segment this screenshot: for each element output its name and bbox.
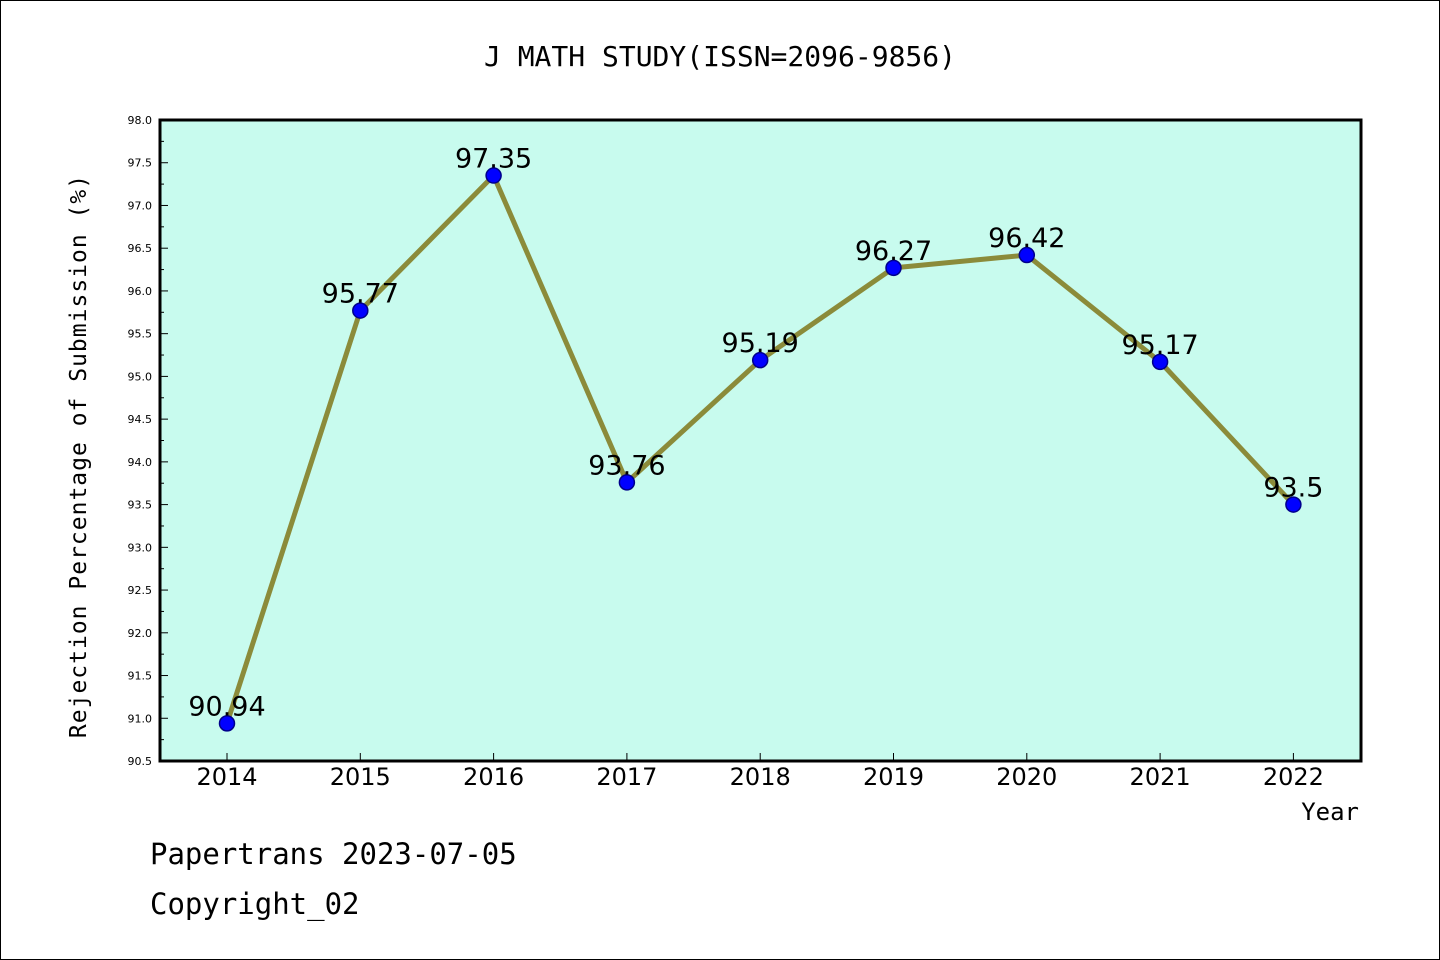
x-tick-label: 2017	[596, 763, 657, 791]
y-tick-label: 90.5	[128, 755, 153, 768]
plot-area	[160, 120, 1361, 761]
data-labels: 90.94 95.77 97.35 93.76 95.19 96.27 96.42 95.17…	[188, 144, 1323, 723]
data-label: 93.5	[1263, 473, 1323, 504]
x-tick-label: 2019	[863, 763, 924, 791]
x-tick-label: 2014	[196, 763, 257, 791]
y-tick-label: 97.0	[128, 199, 153, 212]
y-tick-label: 96.5	[128, 242, 153, 255]
y-tick-label: 95.0	[128, 370, 153, 383]
chart-title: J MATH STUDY(ISSN=2096-9856)	[484, 40, 956, 73]
data-point	[485, 167, 502, 184]
data-point	[885, 259, 902, 277]
data-label: 96.27	[855, 236, 932, 267]
data-label: 93.76	[588, 450, 665, 481]
y-tick-label: 93.5	[128, 499, 153, 512]
x-tick-label: 2015	[330, 763, 391, 791]
plot-border	[158, 118, 1363, 763]
x-tick-label: 2021	[1130, 763, 1191, 791]
data-label: 95.17	[1121, 330, 1198, 361]
y-tick-label: 93.0	[128, 541, 153, 554]
data-point	[751, 351, 769, 369]
y-tick-label: 94.5	[128, 413, 153, 426]
data-point	[618, 474, 636, 491]
y-tick-label: 92.0	[128, 627, 153, 640]
data-label: 95.19	[722, 328, 799, 359]
y-tick-label: 92.5	[128, 584, 153, 597]
data-point	[352, 302, 369, 319]
x-tick-label: 2018	[730, 763, 791, 791]
data-point	[1285, 496, 1302, 513]
y-tick-label: 91.5	[128, 670, 153, 683]
y-tick-label: 97.5	[128, 157, 153, 170]
data-point	[218, 715, 236, 732]
footer-copyright: Copyright_02	[150, 887, 360, 922]
x-tick-label: 2020	[996, 763, 1057, 791]
data-label: 95.77	[322, 279, 399, 310]
markers	[218, 167, 1302, 732]
y-axis-label: Rejection Percentage of Submission (%)	[66, 174, 92, 738]
data-label: 90.94	[188, 691, 265, 722]
x-tick-label: 2022	[1263, 763, 1324, 791]
data-point	[1151, 353, 1169, 371]
x-tick-label: 2016	[463, 763, 524, 791]
x-axis-label: Year	[1301, 798, 1359, 826]
y-tick-label: 91.0	[128, 712, 153, 725]
x-axis: 2014 2015 2016 2017 2018 2019 2020 2021 2022	[196, 753, 1324, 791]
y-tick-label: 96.0	[128, 285, 153, 298]
y-tick-label: 94.0	[128, 456, 153, 469]
data-label: 96.42	[988, 223, 1065, 254]
y-tick-label: 95.5	[128, 328, 153, 341]
footer-date: Papertrans 2023-07-05	[150, 837, 517, 871]
data-label: 97.35	[455, 144, 532, 175]
y-tick-label: 98.0	[128, 114, 153, 127]
data-point	[1018, 246, 1036, 264]
